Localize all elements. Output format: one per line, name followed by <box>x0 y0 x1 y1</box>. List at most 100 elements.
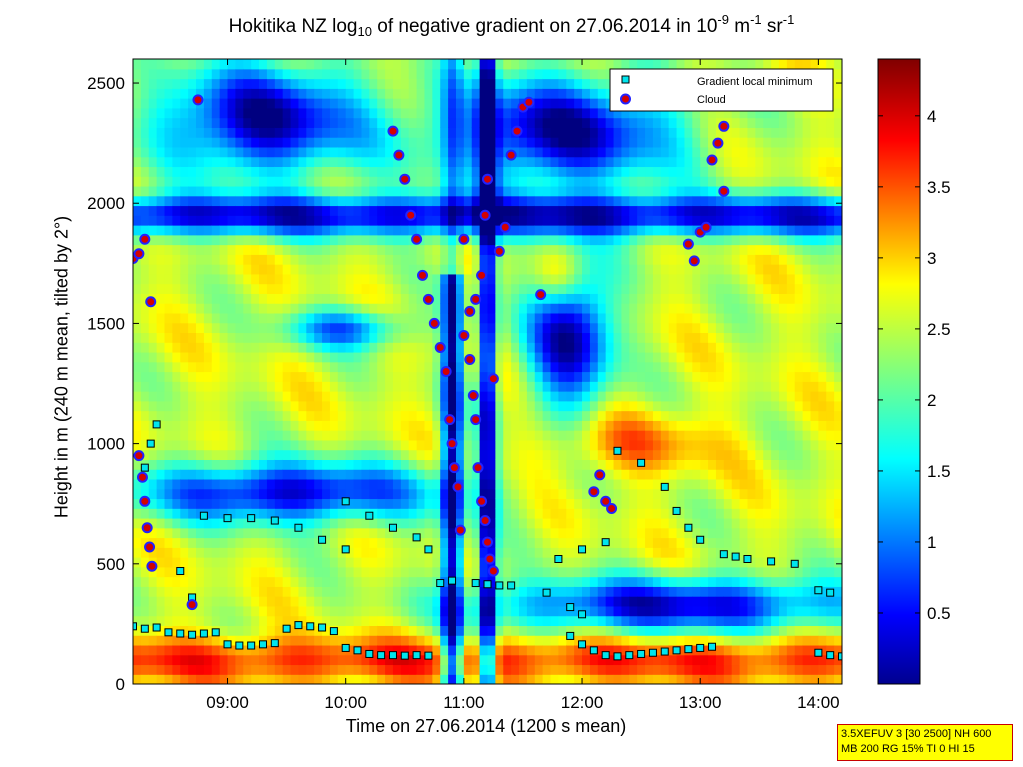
heatmap-cell <box>314 215 323 226</box>
heatmap-cell <box>345 107 355 119</box>
heatmap-cell <box>306 459 315 470</box>
heatmap-cell <box>235 410 244 421</box>
heatmap-cell <box>463 254 473 265</box>
heatmap-cell <box>574 342 583 353</box>
heatmap-cell <box>519 449 528 460</box>
heatmap-cell <box>589 303 599 314</box>
heatmap-cell <box>605 625 615 636</box>
heatmap-cell <box>621 439 630 451</box>
heatmap-cell <box>392 635 402 646</box>
heatmap-cell <box>676 674 686 684</box>
heatmap-cell <box>479 88 489 99</box>
heatmap-cell <box>471 596 481 607</box>
heatmap-cell <box>511 98 520 109</box>
heatmap-cell <box>306 264 315 275</box>
heatmap-cell <box>140 439 150 451</box>
heatmap-cell <box>558 215 567 226</box>
heatmap-cell <box>566 557 575 568</box>
heatmap-cell <box>621 488 630 500</box>
heatmap-cell <box>613 117 623 128</box>
heatmap-cell <box>290 478 300 490</box>
heatmap-cell <box>290 439 300 451</box>
heatmap-cell <box>487 635 496 646</box>
heatmap-cell <box>266 420 276 431</box>
heatmap-cell <box>424 156 433 168</box>
heatmap-cell <box>597 488 607 500</box>
heatmap-cell <box>385 635 394 646</box>
heatmap-cell <box>148 244 158 255</box>
heatmap-cell <box>582 107 591 119</box>
heatmap-cell <box>605 185 615 197</box>
heatmap-cell <box>652 342 662 353</box>
heatmap-cell <box>211 674 221 684</box>
heatmap-cell <box>251 117 260 128</box>
heatmap-cell <box>723 371 733 382</box>
heatmap-cell <box>463 674 473 684</box>
heatmap-cell <box>164 225 173 236</box>
heatmap-cell <box>133 654 142 666</box>
heatmap-cell <box>739 117 749 128</box>
heatmap-cell <box>133 566 142 578</box>
heatmap-cell <box>589 635 599 646</box>
heatmap-cell <box>589 537 599 548</box>
heatmap-cell <box>361 88 370 99</box>
heatmap-cell <box>495 664 504 675</box>
heatmap-cell <box>314 98 323 109</box>
heatmap-cell <box>164 488 173 500</box>
heatmap-cell <box>645 322 654 334</box>
heatmap-cell <box>385 185 394 197</box>
heatmap-cell <box>613 107 623 119</box>
heatmap-cell <box>463 488 473 500</box>
heatmap-cell <box>455 615 465 627</box>
heatmap-cell <box>314 156 323 168</box>
heatmap-cell <box>322 596 331 607</box>
heatmap-cell <box>455 420 465 431</box>
heatmap-cell <box>597 527 607 539</box>
heatmap-cell <box>243 469 252 480</box>
heatmap-cell <box>637 234 646 246</box>
heatmap-cell <box>306 225 315 236</box>
heatmap-cell <box>133 381 142 392</box>
heatmap-cell <box>613 273 623 285</box>
heatmap-cell <box>676 59 686 70</box>
heatmap-cell <box>424 615 433 627</box>
heatmap-cell <box>739 107 749 119</box>
heatmap-cell <box>708 527 717 539</box>
heatmap-cell <box>700 312 709 324</box>
heatmap-cell <box>424 303 433 314</box>
heatmap-cell <box>455 127 465 138</box>
heatmap-cell <box>613 615 623 627</box>
heatmap-cell <box>495 195 504 207</box>
heatmap-cell <box>156 273 166 285</box>
heatmap-cell <box>519 537 528 548</box>
heatmap-cell <box>534 478 544 490</box>
heatmap-cell <box>196 322 205 334</box>
heatmap-cell <box>180 635 189 646</box>
heatmap-cell <box>495 381 504 392</box>
heatmap-cell <box>526 469 536 480</box>
heatmap-cell <box>148 381 158 392</box>
heatmap-cell <box>739 537 749 548</box>
heatmap-cell <box>424 351 433 363</box>
heatmap-cell <box>503 293 512 304</box>
heatmap-cell <box>455 176 465 187</box>
heatmap-cell <box>432 410 441 421</box>
heatmap-cell <box>503 283 512 294</box>
heatmap-cell <box>660 576 670 587</box>
heatmap-cell <box>731 557 741 568</box>
heatmap-cell <box>243 576 252 587</box>
heatmap-cell <box>700 351 709 363</box>
heatmap-cell <box>723 322 733 334</box>
heatmap-cell <box>282 488 292 500</box>
heatmap-cell <box>558 615 567 627</box>
heatmap-cell <box>440 576 449 587</box>
heatmap-cell <box>369 254 378 265</box>
heatmap-cell <box>400 244 410 255</box>
heatmap-cell <box>140 166 150 177</box>
heatmap-cell <box>353 605 363 617</box>
heatmap-cell <box>345 576 355 587</box>
heatmap-cell <box>463 654 473 666</box>
heatmap-cell <box>739 146 749 158</box>
heatmap-cell <box>440 381 449 392</box>
heatmap-cell <box>306 430 315 441</box>
